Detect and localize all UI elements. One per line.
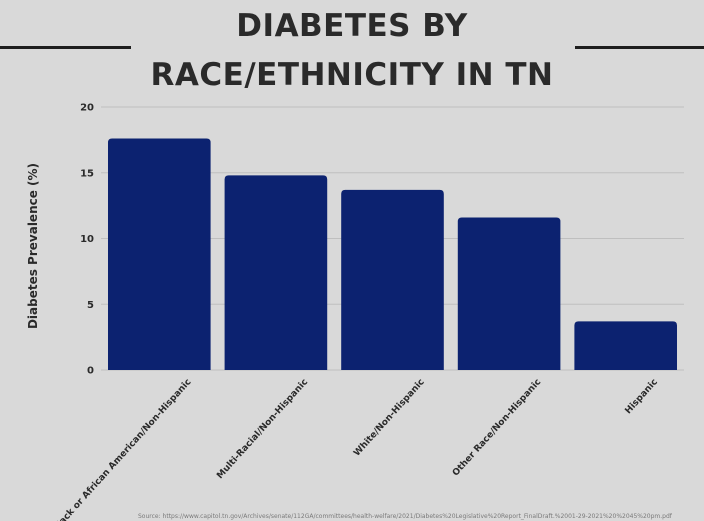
bar <box>574 321 678 370</box>
title-rule-left <box>0 46 131 49</box>
y-tick-label: 15 <box>80 168 94 179</box>
chart-title-line-1: DIABETES BY <box>236 8 468 44</box>
bars <box>107 138 678 370</box>
x-tick-label: Hispanic <box>624 377 660 416</box>
x-tick-label: Multi-Racial/Non-Hispanic <box>215 377 310 481</box>
bar <box>224 175 328 370</box>
bar <box>341 189 444 370</box>
source-note: Source: https://www.capitol.tn.gov/Archi… <box>138 513 672 520</box>
x-tick-label: Black or African American/Non-Hispanic <box>51 377 193 521</box>
y-tick-label: 20 <box>80 103 94 114</box>
x-axis-ticks: Black or African American/Non-Hispanic Mu… <box>51 377 660 521</box>
y-axis-label: Diabetes Prevalence (%) <box>26 163 40 329</box>
bar <box>107 138 211 370</box>
x-tick-label: Other Race/Non-Hispanic <box>451 377 543 478</box>
bar <box>457 217 561 370</box>
y-tick-label: 5 <box>87 300 94 311</box>
y-tick-label: 0 <box>87 366 94 377</box>
chart-title-line-2: RACE/ETHNICITY IN TN <box>150 57 554 93</box>
title-rule-right <box>575 46 704 49</box>
y-tick-label: 10 <box>80 234 94 245</box>
y-axis-ticks: 0 5 10 15 20 <box>80 103 94 377</box>
x-tick-label: White/Non-Hispanic <box>352 377 427 458</box>
